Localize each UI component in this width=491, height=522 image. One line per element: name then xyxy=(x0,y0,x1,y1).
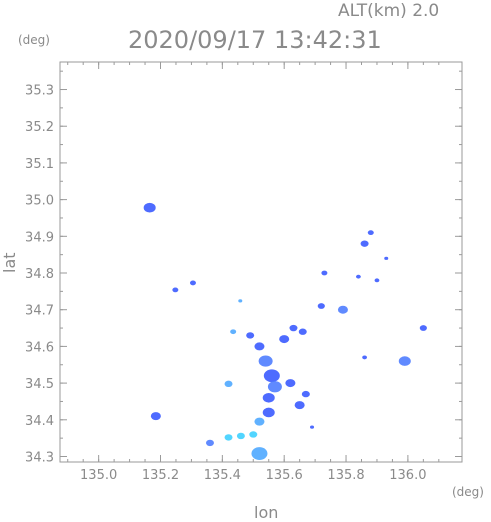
echo-cell xyxy=(254,417,265,426)
y-tick-label: 34.3 xyxy=(25,450,54,465)
y-axis-unit: (deg) xyxy=(18,33,50,47)
echo-cell xyxy=(224,380,233,388)
echo-cell xyxy=(262,392,275,403)
x-tick-label: 135.4 xyxy=(204,468,241,483)
echo-cell xyxy=(279,335,290,344)
echo-cell xyxy=(298,328,307,335)
x-tick-label: 135.8 xyxy=(327,468,364,483)
y-tick-label: 34.4 xyxy=(25,414,54,429)
echo-cell xyxy=(262,407,275,418)
echo-cell xyxy=(310,425,315,429)
x-tick-label: 135.6 xyxy=(266,468,303,483)
y-tick-label: 35.2 xyxy=(25,120,54,135)
echo-cell xyxy=(285,379,296,388)
echo-cell xyxy=(246,332,255,339)
echo-cell xyxy=(230,329,237,335)
y-tick-label: 34.6 xyxy=(25,340,54,355)
echo-cell xyxy=(150,412,161,421)
echo-cell xyxy=(172,287,179,293)
x-axis-unit: (deg) xyxy=(452,485,484,499)
echo-cell xyxy=(294,401,305,410)
echo-cell xyxy=(321,270,328,276)
x-tick-label: 135.2 xyxy=(142,468,179,483)
echo-cell xyxy=(289,324,298,332)
echo-cell xyxy=(419,325,427,331)
y-tick-label: 34.7 xyxy=(25,304,54,319)
echo-cell xyxy=(205,439,214,447)
echo-cell xyxy=(360,240,369,247)
echo-cell xyxy=(254,342,265,351)
y-tick-label: 35.0 xyxy=(25,194,54,209)
echo-cell xyxy=(143,202,156,213)
altitude-label: ALT(km) 2.0 xyxy=(338,1,440,21)
echo-cell xyxy=(301,390,310,398)
echo-cell xyxy=(367,230,374,236)
y-tick-label: 34.8 xyxy=(25,267,54,282)
x-axis-label: lon xyxy=(254,503,279,522)
plot-frame xyxy=(59,61,463,463)
echo-cell xyxy=(189,280,196,286)
echo-cell xyxy=(384,256,389,260)
y-tick-label: 34.9 xyxy=(25,230,54,245)
chart-title: 2020/09/17 13:42:31 xyxy=(128,26,382,54)
echo-cell xyxy=(398,356,411,366)
echo-cell xyxy=(258,355,273,367)
echo-cell xyxy=(267,381,282,393)
echo-cell xyxy=(337,305,348,314)
echo-cell xyxy=(236,432,245,440)
echo-cell xyxy=(224,434,233,441)
y-tick-label: 35.3 xyxy=(25,84,54,99)
x-tick-label: 136.0 xyxy=(389,468,426,483)
echo-cell xyxy=(356,274,361,279)
echo-cell xyxy=(238,299,243,303)
echo-cell xyxy=(249,431,258,438)
echo-cell xyxy=(374,278,380,283)
echo-cell xyxy=(317,303,325,309)
echo-cell xyxy=(362,355,367,360)
y-tick-label: 35.1 xyxy=(25,157,54,172)
echo-cell xyxy=(263,369,280,383)
echo-cell xyxy=(251,447,268,460)
y-tick-label: 34.5 xyxy=(25,377,54,392)
x-tick-label: 135.0 xyxy=(80,468,117,483)
